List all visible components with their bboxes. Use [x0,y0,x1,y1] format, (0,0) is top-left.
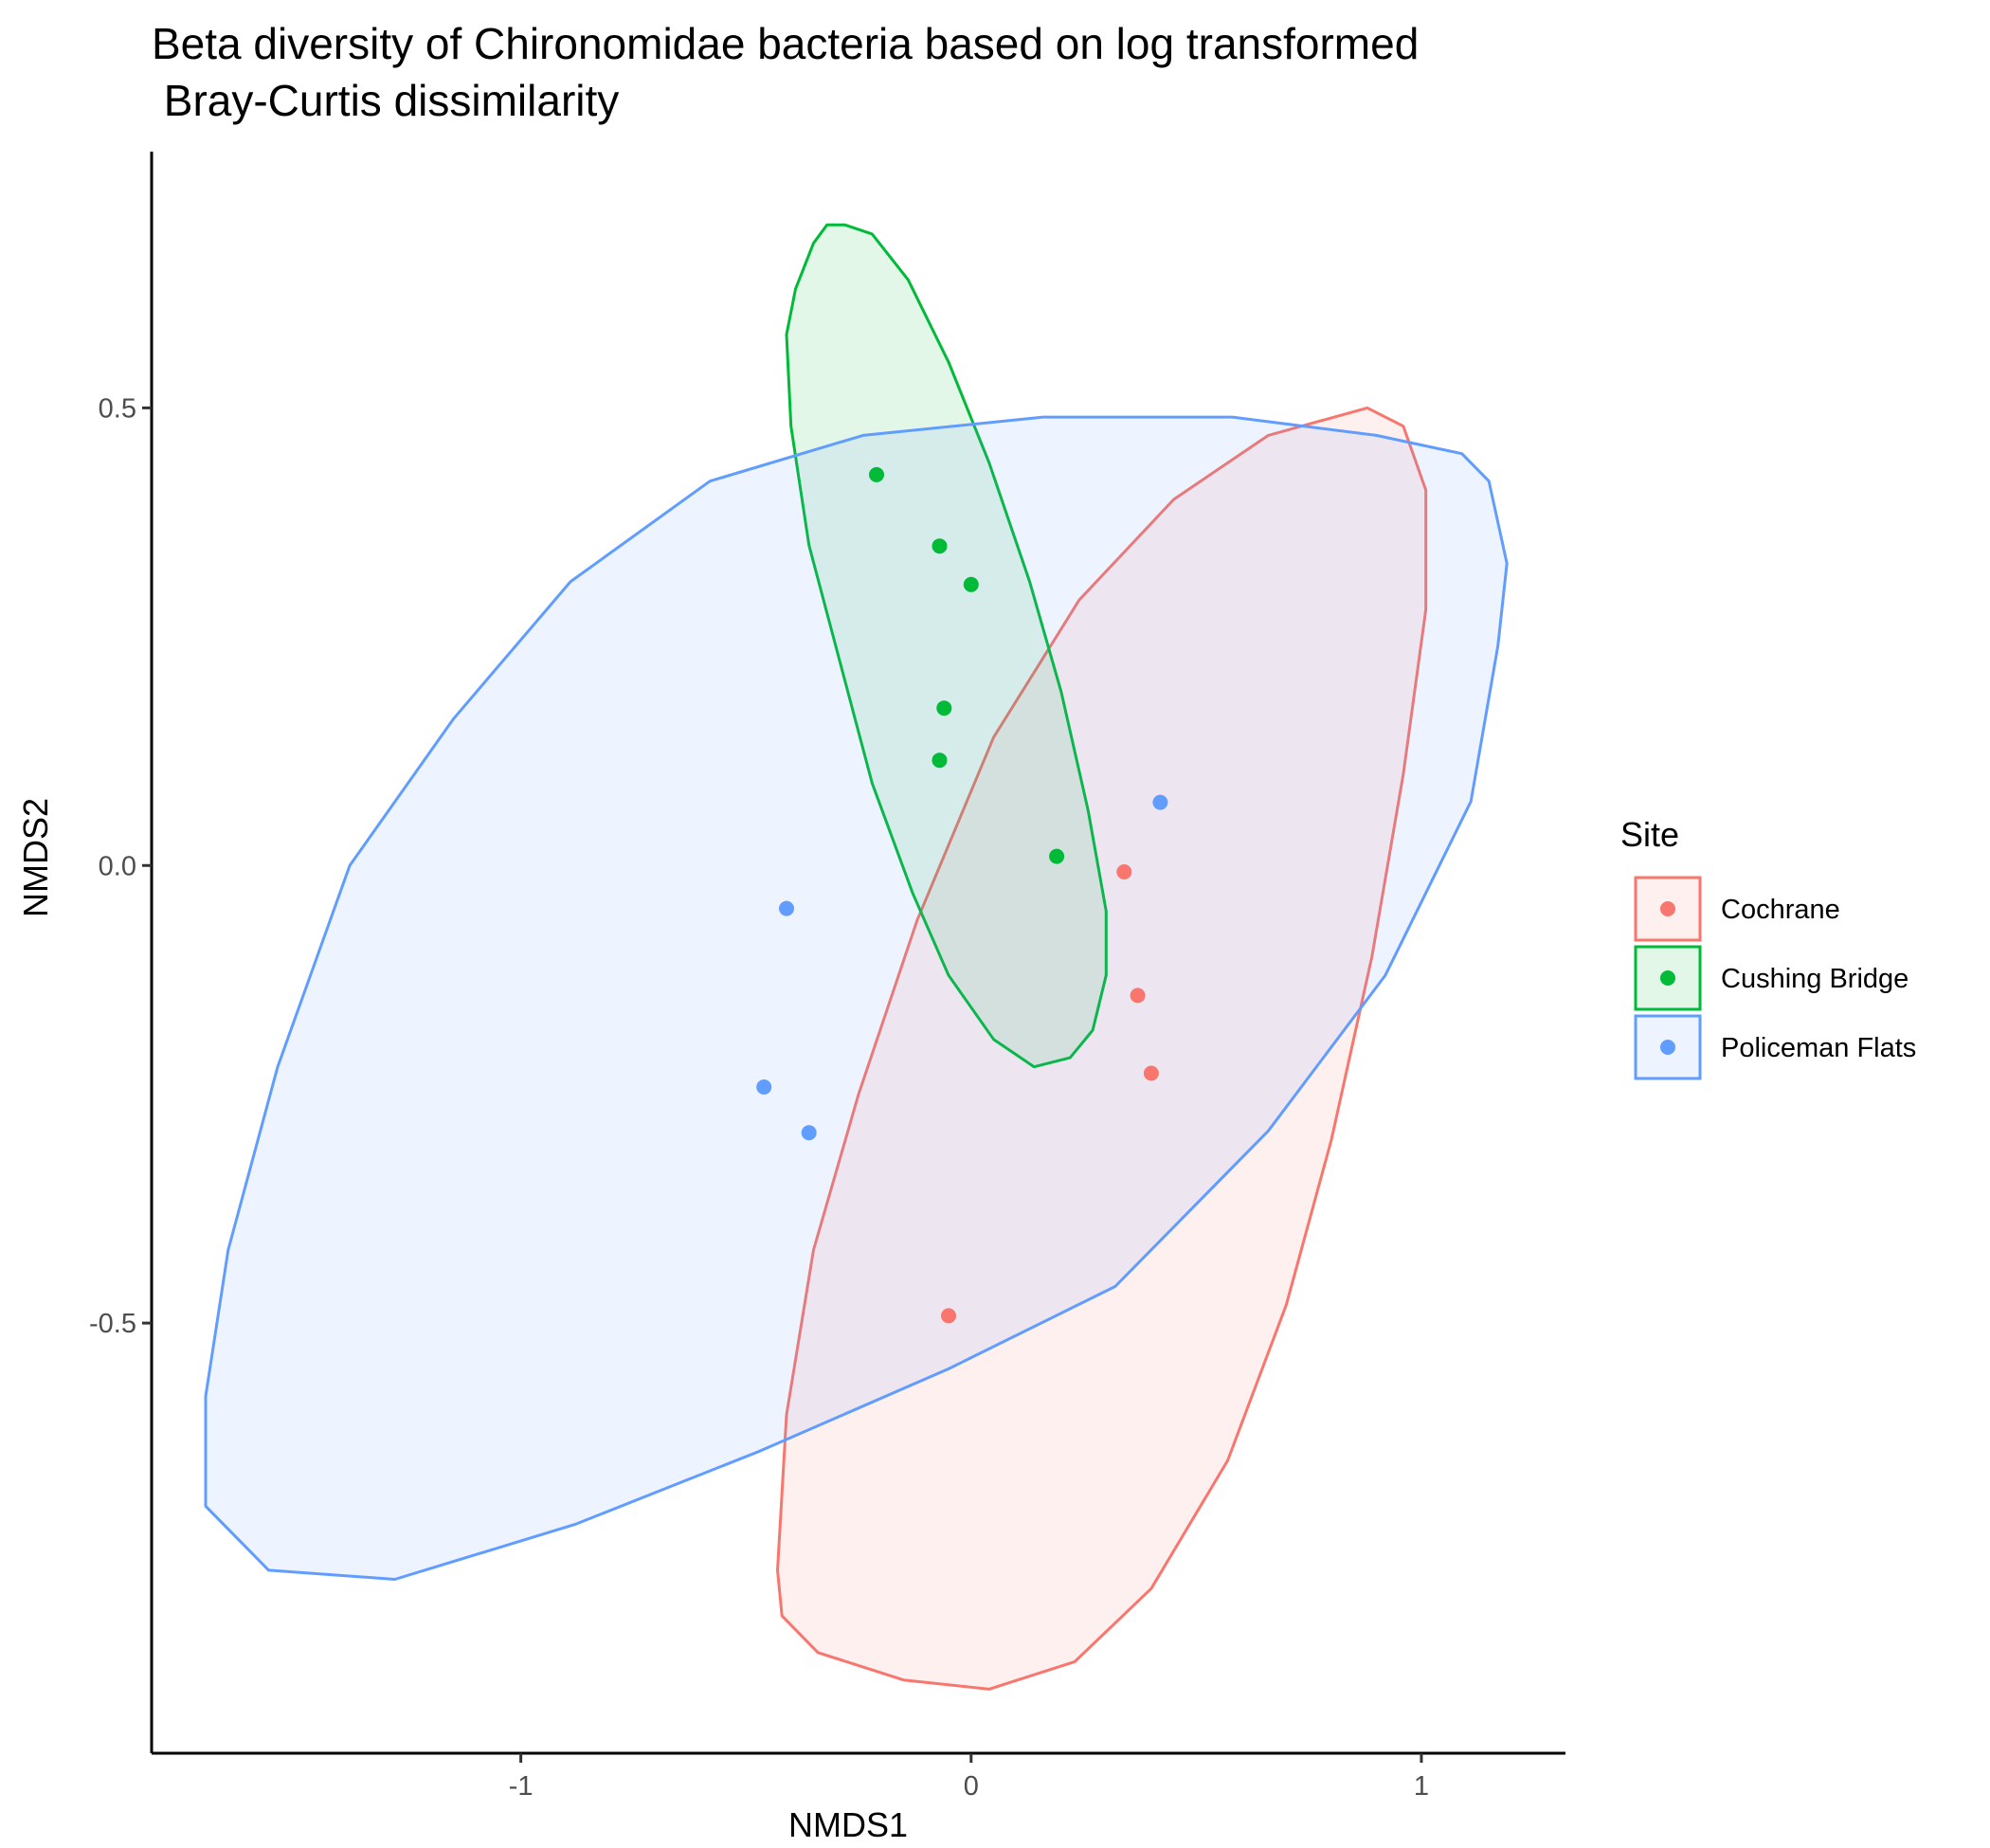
legend-label: Cushing Bridge [1721,964,1909,994]
point-cochrane-1 [1116,864,1132,879]
chart-title: Beta diversity of Chironomidae bacteria … [152,19,1419,68]
legend-label: Policeman Flats [1721,1033,1916,1063]
y-tick-label: 0.0 [99,851,136,881]
y-tick-label: 0.5 [99,393,136,424]
legend-label: Cochrane [1721,895,1840,925]
point-policeman-flats-1 [1152,794,1168,810]
point-cochrane-3 [1143,1065,1159,1081]
data-points [756,466,1168,1324]
point-cushing-bridge-2 [932,538,948,554]
point-cochrane-2 [1130,987,1146,1004]
y-axis-title: NMDS2 [16,798,55,917]
y-axis-ticks: -0.5 0.0 0.5 [89,393,152,1339]
legend-key-point [1660,1040,1675,1055]
legend-key-point [1660,901,1675,916]
x-axis-ticks: -1 0 1 [509,1753,1429,1802]
point-cushing-bridge-4 [936,700,952,716]
x-axis-title: NMDS1 [788,1805,908,1844]
point-policeman-flats-4 [801,1125,817,1141]
point-cushing-bridge-6 [1049,848,1065,864]
ellipse-policeman-flats [204,415,1509,1581]
point-policeman-flats-3 [756,1079,772,1095]
x-tick-label: 0 [964,1771,979,1802]
ellipse-cochrane [776,406,1428,1691]
legend-key-point [1660,970,1675,986]
y-tick-label: -0.5 [89,1309,136,1339]
legend-items: Cochrane Cushing Bridge Policeman Flats [1634,876,1916,1080]
point-cushing-bridge-3 [963,576,979,592]
point-policeman-flats-2 [779,900,794,916]
point-cushing-bridge-1 [869,466,884,482]
x-tick-label: -1 [509,1771,534,1802]
legend-title: Site [1620,815,1679,854]
chart-subtitle: Bray-Curtis dissimilarity [152,76,619,125]
confidence-ellipses [204,223,1509,1691]
point-cochrane-4 [941,1308,956,1324]
x-tick-label: 1 [1414,1771,1429,1802]
legend: Site Cochrane Cushing Bridge Policeman Fla… [1620,815,1916,1080]
point-cushing-bridge-5 [932,752,948,769]
